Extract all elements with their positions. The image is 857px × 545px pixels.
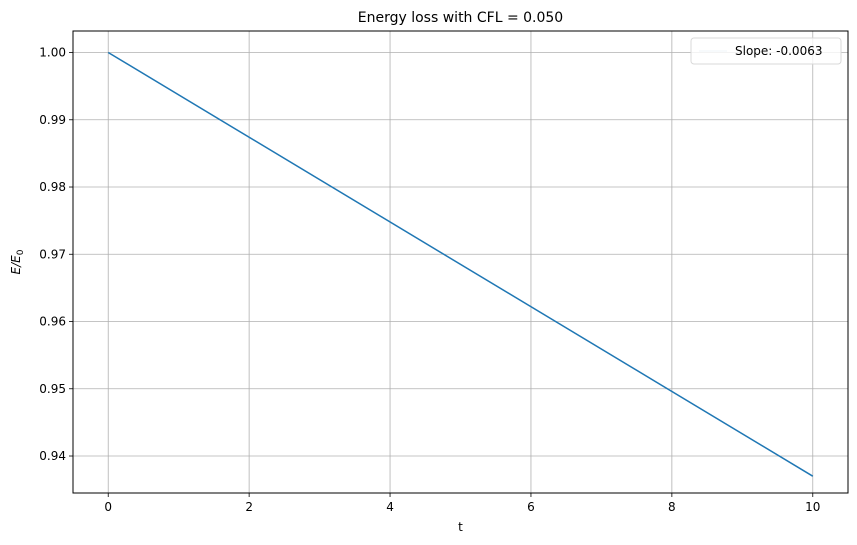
x-tick-label: 10 [805,500,820,514]
series-layer [107,51,814,477]
y-axis-label: E/E0 [9,249,26,274]
series-line [107,51,814,477]
y-tick-label: 0.95 [39,382,66,396]
legend-entry-label: Slope: -0.0063 [735,44,822,58]
x-axis-label: t [458,520,463,534]
x-tick-label: 8 [668,500,676,514]
y-tick-label: 0.97 [39,247,66,261]
legend: Slope: -0.0063 [690,37,842,65]
x-tick-label: 2 [245,500,253,514]
x-tick-label: 0 [104,500,112,514]
x-tick-label: 6 [527,500,535,514]
y-axis-label-subscript: 0 [16,249,26,255]
y-tick-label: 0.96 [39,315,66,329]
axes-frame [72,30,849,494]
y-tick-label: 0.98 [39,180,66,194]
y-tick-label: 0.94 [39,449,66,463]
y-tick-label: 1.00 [39,46,66,60]
x-tick-label: 4 [386,500,394,514]
y-tick-label: 0.99 [39,113,66,127]
x-axis-ticks: 0 2 4 6 8 10 [104,493,820,514]
legend-box [690,37,842,65]
chart-title: Energy loss with CFL = 0.050 [358,10,563,26]
y-axis-label-main: E/E [9,255,23,275]
y-axis-ticks: 0.94 0.95 0.96 0.97 0.98 0.99 1.00 [39,46,73,463]
